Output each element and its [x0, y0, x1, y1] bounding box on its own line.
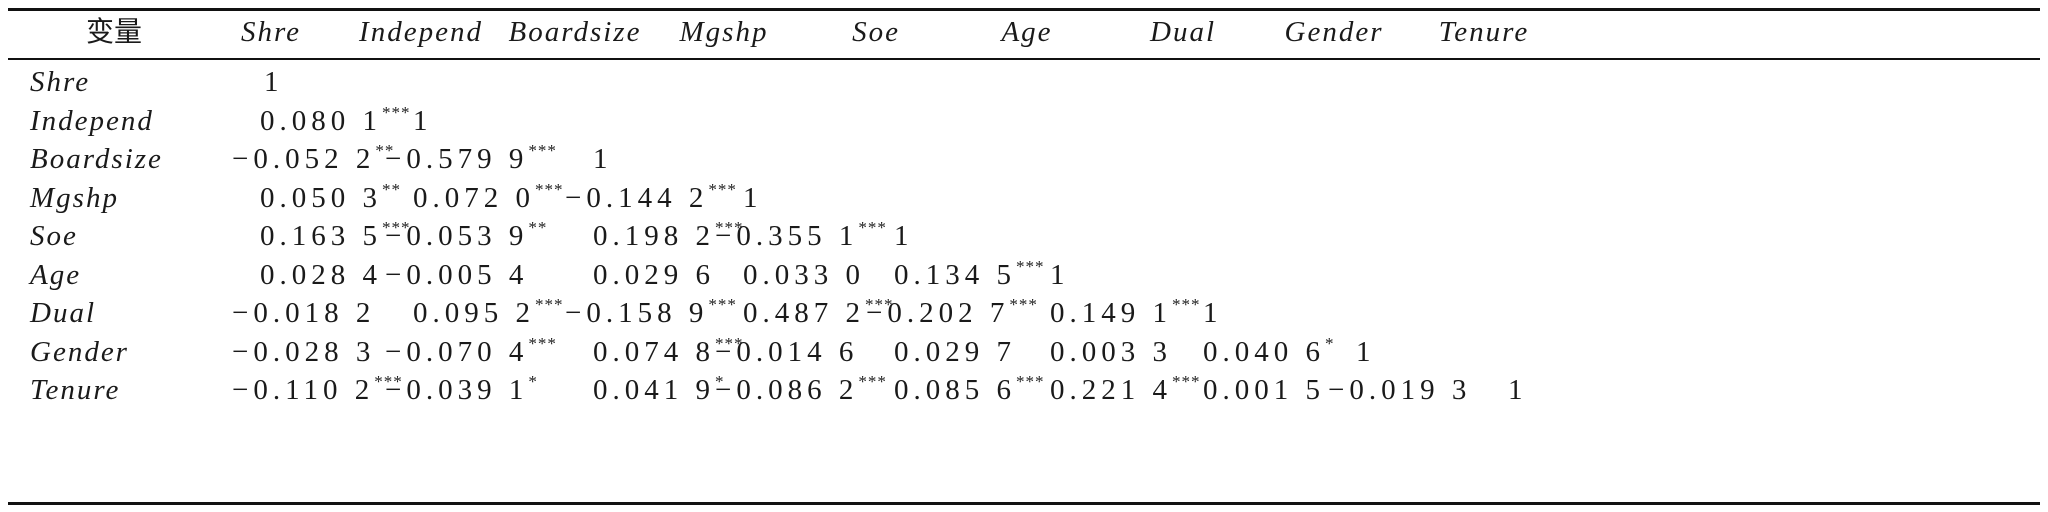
- table-cell: −0.144 2***: [565, 179, 737, 214]
- table-cell: 1: [1508, 374, 1528, 406]
- table-cell: 1: [894, 220, 914, 252]
- table-cell: 0.003 3: [1050, 335, 1172, 368]
- table-cell: −0.014 6: [715, 335, 859, 368]
- table-cell: 0.085 6***: [894, 372, 1045, 406]
- table-cell: 0.029 7: [894, 335, 1016, 368]
- table-cell: 1: [593, 143, 613, 175]
- table-cell: 0.080 1***: [260, 102, 411, 137]
- header-shre: Shre: [240, 16, 302, 48]
- row-label-age: Age: [30, 258, 82, 291]
- table-cell: −0.355 1***: [715, 218, 887, 252]
- table-cell: 1: [1356, 335, 1376, 368]
- table-cell: 0.028 4: [260, 258, 382, 291]
- row-label-boardsize: Boardsize: [30, 143, 163, 175]
- table-cell: 0.149 1***: [1050, 295, 1201, 329]
- row-label-gender: Gender: [30, 335, 129, 368]
- table-bottom-rule: [8, 502, 2040, 505]
- table-cell: −0.018 2: [232, 297, 376, 329]
- table-header-rule: [8, 58, 2040, 60]
- table-cell: −0.110 2***: [232, 372, 403, 406]
- row-label-independ: Independ: [30, 104, 154, 137]
- table-top-rule: [8, 8, 2040, 11]
- table-cell: −0.158 9***: [565, 295, 737, 329]
- row-label-dual: Dual: [30, 297, 96, 329]
- table-cell: −0.579 9***: [385, 141, 557, 175]
- table-cell: −0.052 2**: [232, 141, 395, 175]
- table-cell: 0.487 2***: [743, 295, 894, 329]
- table-cell: 0.050 3**: [260, 179, 401, 214]
- table-cell: −0.005 4: [385, 258, 529, 291]
- table-cell: 1: [1050, 258, 1070, 291]
- row-label-mgshp: Mgshp: [30, 181, 119, 214]
- header-soe: Soe: [852, 16, 900, 48]
- table-cell: 1: [413, 104, 433, 137]
- table-cell: −0.019 3: [1328, 374, 1472, 406]
- table-cell: 0.163 5***: [260, 218, 411, 252]
- table-cell: 0.029 6: [593, 258, 715, 291]
- header-variable: 变量: [85, 15, 143, 48]
- table-cell: 0.001 5: [1203, 374, 1325, 406]
- table-cell: −0.202 7***: [866, 295, 1038, 329]
- table-cell: 1: [743, 181, 763, 214]
- table-cell: 1: [1203, 297, 1223, 329]
- table-cell: 0.134 5***: [894, 256, 1045, 291]
- row-label-tenure: Tenure: [30, 374, 121, 406]
- table-cell: −0.053 9**: [385, 218, 548, 252]
- table-cell: 0.072 0***: [413, 179, 564, 214]
- table-cell: 0.074 8***: [593, 333, 744, 368]
- row-label-shre: Shre: [30, 66, 91, 98]
- table-cell: −0.028 3: [232, 335, 376, 368]
- table-cell: 0.198 2***: [593, 218, 744, 252]
- table-cell: 0.033 0: [743, 258, 865, 291]
- table-cell: −0.086 2***: [715, 372, 887, 406]
- table-cell: 0.040 6*: [1203, 333, 1335, 368]
- header-dual: Dual: [1150, 16, 1216, 48]
- header-age: Age: [1001, 16, 1053, 48]
- row-label-soe: Soe: [30, 220, 78, 252]
- table-cell: 0.221 4***: [1050, 372, 1201, 406]
- header-gender: Gender: [1284, 16, 1384, 48]
- table-cell: −0.039 1*: [385, 372, 538, 406]
- header-tenure: Tenure: [1438, 16, 1530, 48]
- header-independ: Independ: [359, 16, 483, 48]
- table-cell: 0.095 2***: [413, 295, 564, 329]
- table-cell: 1: [264, 66, 284, 98]
- header-boardsize: Boardsize: [508, 16, 642, 48]
- correlation-table: 变量 Shre Independ Boardsize Mgshp Soe Age Dual Ge…: [8, 0, 2040, 512]
- table-cell: 0.041 9*: [593, 372, 725, 406]
- header-mgshp: Mgshp: [679, 16, 769, 48]
- table-cell: −0.070 4***: [385, 333, 557, 368]
